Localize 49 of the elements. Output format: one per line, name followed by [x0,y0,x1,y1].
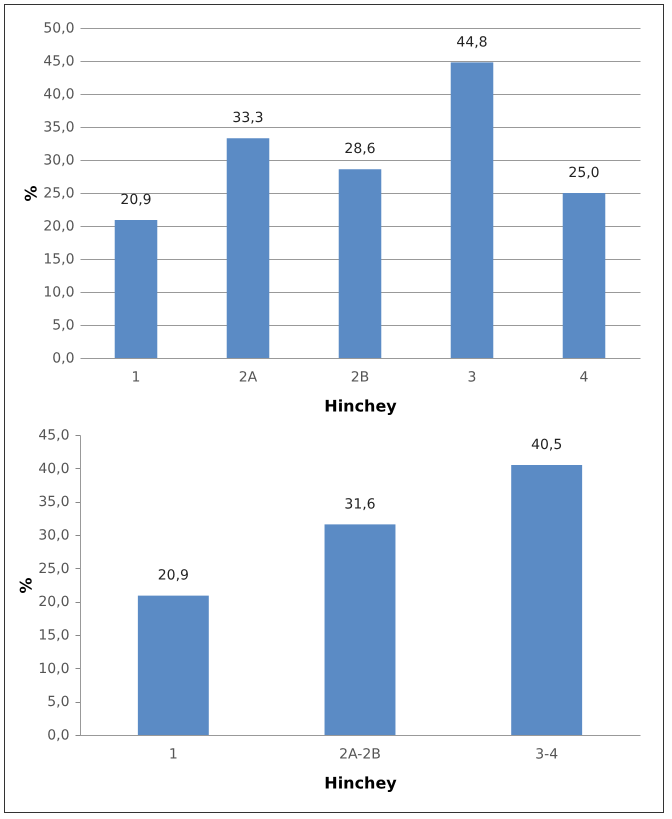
y-axis-title: % [16,577,36,594]
bar [226,138,270,358]
data-label: 33,3 [232,110,264,126]
bar [450,62,494,358]
x-tick-label: 1 [168,746,178,762]
y-tick-label: 30,0 [43,152,74,168]
y-tick-label: 50,0 [43,20,74,36]
y-tick-label: 25,0 [38,560,70,577]
x-tick-label: 1 [132,370,140,386]
y-tick-label: 10,0 [38,660,70,677]
data-label: 20,9 [158,568,189,584]
y-tick-label: 25,0 [43,186,74,202]
y-tick-label: 0,0 [47,728,70,744]
bar [511,465,582,735]
y-tick-label: 5,0 [52,318,74,334]
y-tick-label: 45,0 [38,428,70,444]
data-label: 20,9 [120,192,152,208]
y-tick-label: 20,0 [38,594,70,610]
x-tick-label: 2B [350,370,370,386]
data-label: 25,0 [568,165,600,181]
y-tick-label: 0,0 [52,350,74,366]
x-tick-label: 3 [468,370,476,386]
y-tick-label: 10,0 [43,284,74,300]
x-tick-label: 2A-2B [339,746,381,762]
bar [562,193,606,358]
bar [138,596,209,735]
x-tick-label: 2A [238,370,258,386]
bar [114,220,158,358]
data-label: 28,6 [344,141,376,158]
data-label: 44,8 [456,34,488,50]
data-label: 40,5 [531,437,562,453]
y-tick-label: 40,0 [43,86,74,102]
data-label: 31,6 [344,496,376,512]
y-tick-label: 35,0 [38,494,70,510]
y-tick-label: 20,0 [43,218,74,234]
y-tick-label: 30,0 [38,528,70,544]
bar [338,169,382,358]
bar [324,524,396,735]
x-tick-label: 4 [580,370,589,386]
x-axis-title: Hinchey [324,396,398,416]
y-tick-label: 5,0 [47,694,70,710]
y-tick-label: 35,0 [43,120,74,136]
y-tick-label: 45,0 [43,54,74,70]
x-axis-title: Hinchey [324,774,398,792]
y-tick-label: 15,0 [43,252,74,268]
y-tick-label: 15,0 [38,628,70,644]
y-axis-title: % [21,185,40,202]
y-tick-label: 40,0 [38,460,70,477]
x-tick-label: 3-4 [535,746,558,762]
